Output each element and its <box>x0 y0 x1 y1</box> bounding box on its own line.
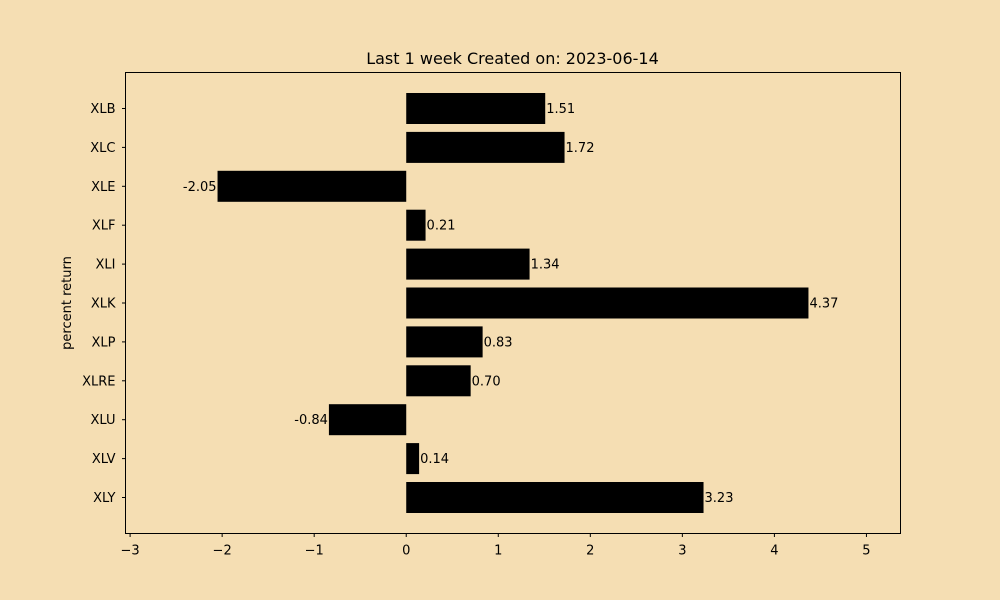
y-tick-label-xlc: XLC <box>90 141 115 156</box>
bar-value-label-xli: 1.34 <box>531 258 560 273</box>
y-tick-label-xle: XLE <box>91 180 115 195</box>
bar-value-label-xlv: 0.14 <box>420 452 449 467</box>
bar-value-label-xle: -2.05 <box>183 180 217 195</box>
chart-title: Last 1 week Created on: 2023-06-14 <box>366 49 659 68</box>
x-tick-label-0: −3 <box>121 544 140 559</box>
bar-value-label-xlre: 0.70 <box>472 374 501 389</box>
bar-xlre <box>406 365 471 397</box>
bar-xle <box>217 170 407 202</box>
y-tick-label-xlv: XLV <box>92 452 116 467</box>
y-tick-label-xli: XLI <box>96 258 116 273</box>
bar-xli <box>406 248 530 280</box>
bar-xly <box>406 482 704 513</box>
x-tick-label-6: 3 <box>678 544 686 559</box>
bar-value-label-xly: 3.23 <box>705 491 734 506</box>
y-tick-label-xlf: XLF <box>92 219 116 234</box>
bar-xlf <box>406 209 426 241</box>
bar-xlp <box>406 326 483 358</box>
bar-xlv <box>406 443 420 475</box>
bar-xlc <box>406 131 565 163</box>
y-tick-label-xlk: XLK <box>91 297 116 312</box>
bar-value-label-xlf: 0.21 <box>427 219 456 234</box>
x-tick-label-8: 5 <box>862 544 870 559</box>
bar-xlb <box>406 93 546 124</box>
bar-xlu <box>328 404 407 436</box>
x-tick-label-2: −1 <box>305 544 324 559</box>
x-tick-label-5: 2 <box>586 544 594 559</box>
bar-xlk <box>406 287 809 319</box>
bar-value-label-xlu: -0.84 <box>294 413 328 428</box>
x-tick-label-4: 1 <box>494 544 502 559</box>
y-tick-label-xly: XLY <box>93 491 115 506</box>
bar-value-label-xlp: 0.83 <box>484 335 513 350</box>
bar-value-label-xlk: 4.37 <box>809 297 838 312</box>
y-tick-label-xlb: XLB <box>90 102 115 117</box>
axes-frame <box>125 72 901 534</box>
x-tick-label-1: −2 <box>213 544 232 559</box>
bar-value-label-xlc: 1.72 <box>566 141 595 156</box>
y-tick-label-xlp: XLP <box>92 335 116 350</box>
bar-value-label-xlb: 1.51 <box>546 102 575 117</box>
y-tick-label-xlu: XLU <box>90 413 115 428</box>
plot-area: 1.51 XLB 1.72 XLC -2.05 XLE 0.21 XLF 1.34 XLI 4.37… <box>82 93 871 559</box>
y-tick-label-xlre: XLRE <box>82 374 115 389</box>
y-axis-label: percent return <box>60 256 75 350</box>
x-tick-label-7: 4 <box>770 544 778 559</box>
x-tick-label-3: 0 <box>402 544 410 559</box>
